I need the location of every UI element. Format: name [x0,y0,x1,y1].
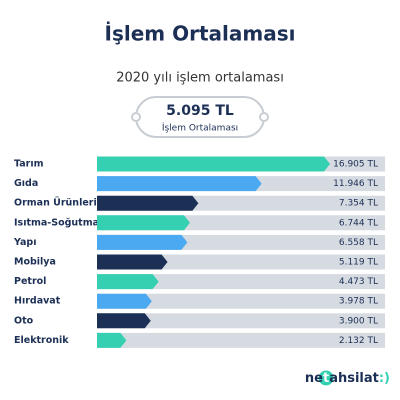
value-label: 2.132 TL [339,336,378,346]
logo-part: t [323,371,329,386]
category-label: Tarım [14,159,44,170]
bar [97,195,199,211]
category-label: Hırdavat [14,296,61,307]
summary-label: İşlem Ortalaması [162,123,238,134]
value-label: 3.900 TL [339,316,378,326]
bar-track [97,332,385,348]
logo-part: ahsilat [329,371,379,386]
category-label: Mobilya [14,257,56,268]
bar [97,234,188,250]
value-label: 16.905 TL [333,160,378,170]
value-label: 11.946 TL [333,179,378,189]
logo: netahsilat:) [305,371,390,386]
bar [97,176,262,192]
bar-track [97,274,385,290]
category-label: Petrol [14,276,46,287]
bar [97,332,127,348]
bar [97,293,152,309]
box-dot [259,112,269,122]
bar [97,156,330,172]
value-label: 7.354 TL [339,199,378,209]
bar-track [97,293,385,309]
summary-value: 5.095 TL [166,103,234,119]
logo-part: :) [379,371,390,386]
value-label: 5.119 TL [339,258,378,268]
bar [97,215,190,231]
bar [97,274,159,290]
category-label: Orman Ürünleri [14,198,97,209]
value-label: 4.473 TL [339,277,378,287]
value-label: 3.978 TL [339,297,378,307]
title: İşlem Ortalaması [105,22,296,46]
category-label: Elektronik [14,335,69,346]
subtitle: 2020 yılı işlem ortalaması [116,71,284,86]
category-label: Isıtma-Soğutma [14,217,99,228]
bar-track [97,254,385,270]
bar [97,254,168,270]
logo-circle [318,370,334,386]
category-label: Gıda [14,178,38,189]
category-label: Yapı [13,237,36,248]
bar [97,313,151,329]
value-label: 6.558 TL [339,238,378,248]
logo-part: ne [305,371,323,386]
value-label: 6.744 TL [339,218,378,228]
box-dot [131,112,141,122]
category-label: Oto [14,315,34,326]
bar-track [97,313,385,329]
